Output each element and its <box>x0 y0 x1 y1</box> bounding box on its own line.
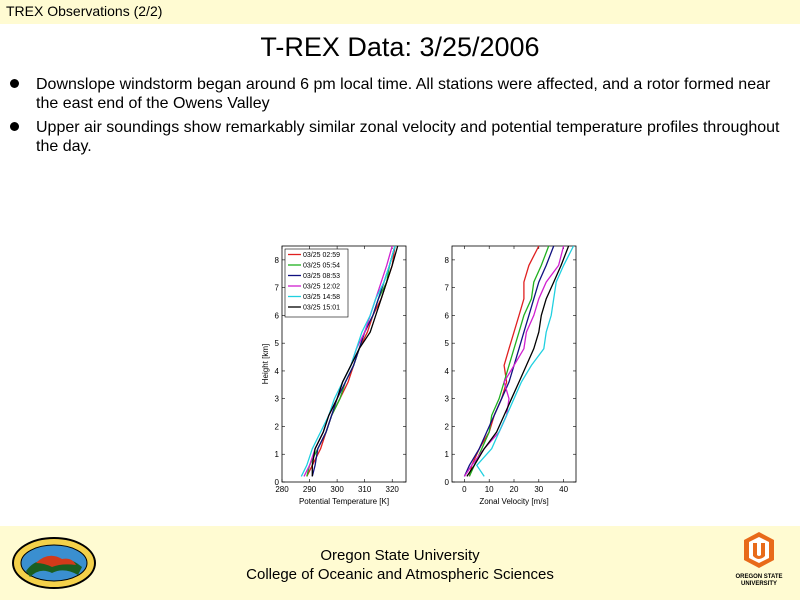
x-axis-label: Potential Temperature [K] <box>299 497 389 506</box>
x-tick-label: 310 <box>358 485 372 494</box>
y-tick-label: 6 <box>275 311 280 320</box>
y-tick-label: 1 <box>445 450 450 459</box>
zonal-velocity-chart: 0 10 20 30 40 0 1 2 3 4 5 6 7 8 Zonal Velocity [m/s] <box>445 245 577 506</box>
header-title: TREX Observations (2/2) <box>6 3 163 19</box>
expedition-patch-logo-icon <box>12 537 96 589</box>
y-tick-label: 8 <box>275 256 280 265</box>
osu-logo: OREGON STATE UNIVERSITY <box>726 531 792 588</box>
y-tick-label: 3 <box>275 395 280 404</box>
y-tick-label: 0 <box>275 478 280 487</box>
series-line <box>311 245 396 477</box>
footer-band: Oregon State University College of Ocean… <box>0 526 800 600</box>
osu-logo-word: OREGON STATE <box>735 574 783 580</box>
legend-label: 03/25 02:59 <box>303 252 340 259</box>
y-tick-label: 6 <box>445 311 450 320</box>
slide-title: T-REX Data: 3/25/2006 <box>260 32 540 62</box>
y-tick-label: 4 <box>275 367 280 376</box>
x-tick-label: 320 <box>386 485 400 494</box>
y-tick-label: 5 <box>445 339 450 348</box>
series-line <box>468 245 540 477</box>
footer-line-college: College of Oceanic and Atmospheric Scien… <box>246 566 554 583</box>
x-tick-label: 0 <box>462 485 467 494</box>
legend-label: 03/25 08:53 <box>303 273 340 280</box>
y-tick-label: 1 <box>275 450 280 459</box>
y-tick-label: 2 <box>445 422 450 431</box>
series-line <box>475 245 575 477</box>
y-tick-label: 3 <box>445 395 450 404</box>
bullet-item: Downslope windstorm began around 6 pm lo… <box>8 75 788 113</box>
bullet-item: Upper air soundings show remarkably simi… <box>8 118 788 156</box>
bullet-text: Downslope windstorm began around 6 pm lo… <box>36 76 771 112</box>
x-tick-label: 300 <box>330 485 344 494</box>
legend-label: 03/25 15:01 <box>303 305 340 312</box>
x-tick-label: 30 <box>534 485 543 494</box>
bullet-list: Downslope windstorm began around 6 pm lo… <box>8 75 788 161</box>
osu-logo-word: UNIVERSITY <box>740 581 777 587</box>
x-tick-label: 280 <box>275 485 289 494</box>
bullet-text: Upper air soundings show remarkably simi… <box>36 119 780 155</box>
x-tick-label: 290 <box>303 485 317 494</box>
legend-box <box>284 248 349 318</box>
legend-label: 03/25 12:02 <box>303 284 340 291</box>
legend-label: 03/25 14:58 <box>303 294 340 301</box>
y-tick-label: 2 <box>275 422 280 431</box>
footer-line-university: Oregon State University <box>320 547 480 564</box>
y-tick-label: 8 <box>445 256 450 265</box>
series-line <box>468 245 550 477</box>
x-axis-label: Zonal Velocity [m/s] <box>479 497 548 506</box>
y-tick-label: 7 <box>445 284 450 293</box>
y-tick-label: 4 <box>445 367 450 376</box>
x-tick-label: 40 <box>559 485 568 494</box>
y-tick-label: 5 <box>275 339 280 348</box>
series-line <box>466 245 570 477</box>
y-axis-label: Height [km] <box>261 344 270 384</box>
y-tick-label: 7 <box>275 284 280 293</box>
y-tick-label: 0 <box>445 478 450 487</box>
footer-text: Oregon State University College of Ocean… <box>0 546 800 584</box>
x-tick-label: 10 <box>485 485 494 494</box>
header-band: TREX Observations (2/2) <box>0 0 800 24</box>
bullet-dot-icon <box>10 122 19 131</box>
osu-logo-icon <box>744 532 774 568</box>
bullet-dot-icon <box>10 79 19 88</box>
x-tick-label: 20 <box>510 485 519 494</box>
legend-label: 03/25 05:54 <box>303 263 340 270</box>
potential-temperature-chart: 280 290 300 310 320 0 1 2 3 4 5 6 7 8 Potential Temper… <box>261 245 407 506</box>
series-line <box>311 245 399 477</box>
series-line <box>463 245 565 477</box>
